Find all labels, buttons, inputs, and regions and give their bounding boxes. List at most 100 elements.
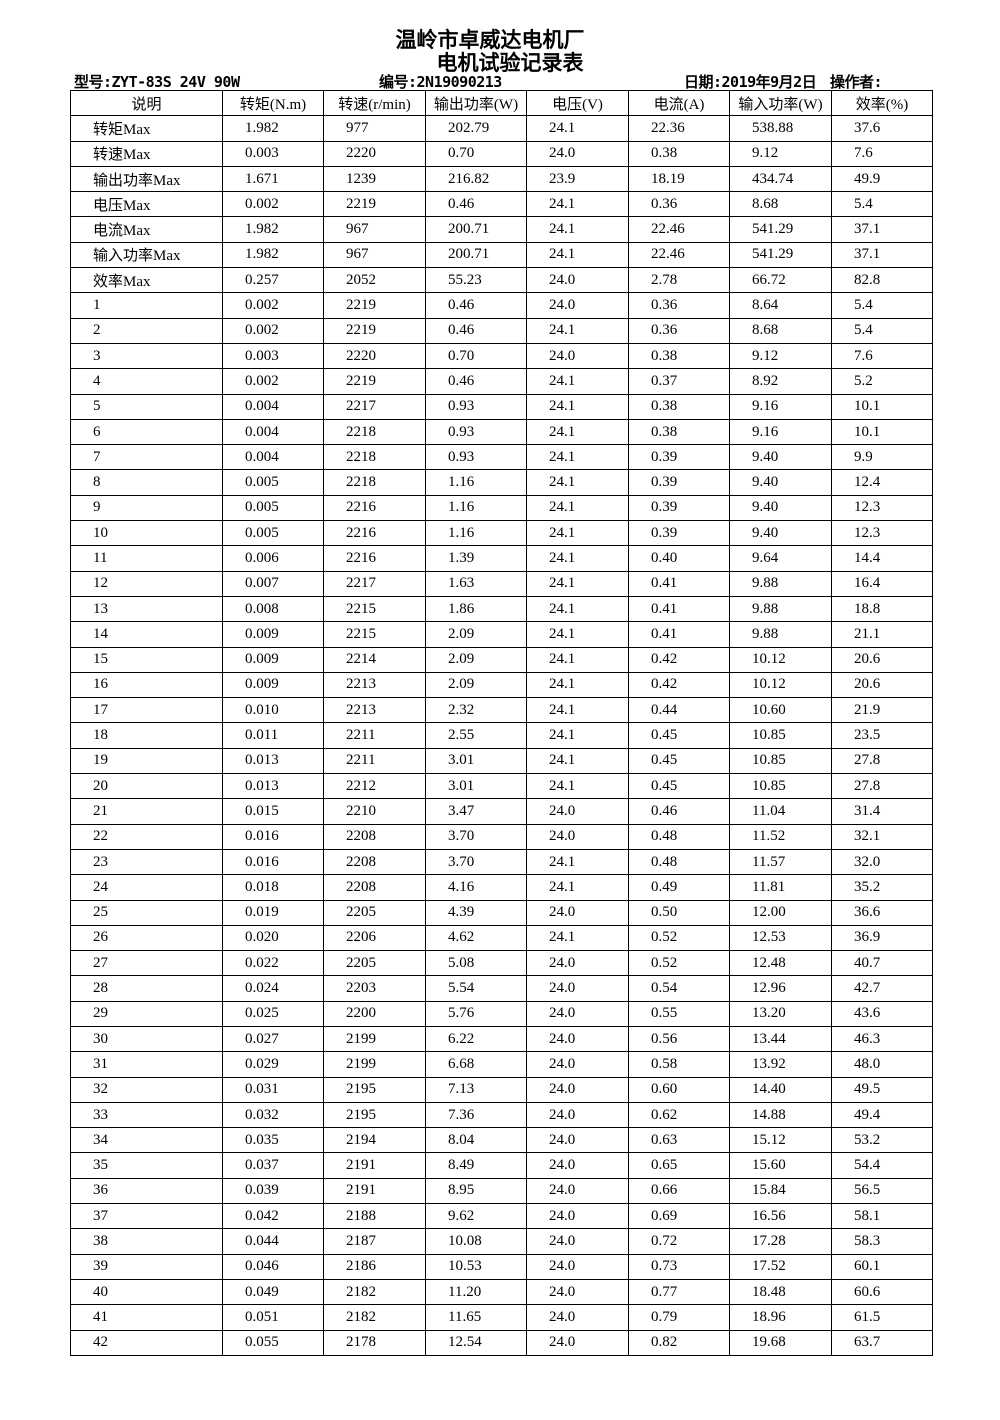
table-cell: 12.96: [729, 975, 832, 1002]
table-cell: 2218: [323, 418, 426, 446]
table-cell: 10.85: [729, 773, 832, 800]
table-cell: 6.22: [425, 1025, 527, 1053]
table-cell: 20: [70, 773, 223, 800]
table-cell: 27.8: [831, 747, 933, 775]
table-cell: 202.79: [425, 115, 527, 142]
table-cell: 8.92: [729, 368, 832, 395]
table-row: 19 0.013 2211 3.01 24.1 0.45 10.85 27.8: [70, 747, 933, 775]
table-cell: 24.1: [526, 621, 629, 648]
table-cell: 2211: [323, 747, 426, 775]
table-cell: 9.88: [729, 621, 832, 648]
table-cell: 0.93: [425, 393, 527, 420]
table-cell: 18: [70, 722, 223, 749]
table-cell: 24.1: [526, 697, 629, 724]
table-cell: 电流Max: [70, 216, 223, 243]
table-cell: 0.035: [222, 1127, 324, 1154]
date-label: 日期:2019年9月2日: [684, 73, 817, 91]
table-cell: 43.6: [831, 1000, 933, 1027]
table-cell: 2: [70, 317, 223, 344]
table-cell: 11: [70, 545, 223, 572]
table-cell: 13: [70, 595, 223, 623]
table-header-row: 说明 转矩(N.m) 转速(r/min) 输出功率(W) 电压(V) 电流(A) 输入功率(…: [70, 89, 933, 117]
table-cell: 0.45: [628, 773, 730, 800]
table-cell: 0.45: [628, 747, 730, 775]
table-cell: 2210: [323, 798, 426, 825]
table-cell: 0.020: [222, 924, 324, 952]
table-cell: 24.1: [526, 671, 629, 699]
table-cell: 2.09: [425, 621, 527, 648]
table-cell: 17.28: [729, 1228, 832, 1255]
table-cell: 1.16: [425, 520, 527, 547]
table-row: 36 0.039 2191 8.95 24.0 0.66 15.84 56.5: [70, 1177, 933, 1205]
table-row: 30 0.027 2199 6.22 24.0 0.56 13.44 46.3: [70, 1025, 933, 1053]
table-cell: 9.16: [729, 418, 832, 446]
column-header: 电压(V): [526, 89, 629, 117]
table-cell: 24.1: [526, 520, 629, 547]
table-cell: 36.9: [831, 924, 933, 952]
table-cell: 24.1: [526, 874, 629, 901]
column-header: 转矩(N.m): [222, 89, 324, 117]
table-cell: 0.38: [628, 342, 730, 370]
table-row: 转速Max 0.003 2220 0.70 24.0 0.38 9.12 7.6: [70, 140, 933, 167]
table-cell: 1.671: [222, 165, 324, 193]
table-cell: 9.40: [729, 444, 832, 471]
table-cell: 3.01: [425, 747, 527, 775]
table-cell: 9.40: [729, 469, 832, 496]
table-cell: 18.48: [729, 1278, 832, 1306]
table-cell: 17: [70, 697, 223, 724]
table-cell: 40.7: [831, 950, 933, 977]
table-cell: 0.60: [628, 1076, 730, 1103]
table-cell: 0.54: [628, 975, 730, 1002]
table-cell: 2.32: [425, 697, 527, 724]
table-cell: 63.7: [831, 1329, 933, 1356]
table-cell: 967: [323, 241, 426, 269]
table-row: 9 0.005 2216 1.16 24.1 0.39 9.40 12.3: [70, 494, 933, 522]
table-cell: 24.1: [526, 241, 629, 269]
table-cell: 2212: [323, 773, 426, 800]
table-cell: 977: [323, 115, 426, 142]
table-cell: 37.1: [831, 241, 933, 269]
table-cell: 0.013: [222, 747, 324, 775]
column-header: 转速(r/min): [323, 89, 426, 117]
table-cell: 24.0: [526, 342, 629, 370]
table-row: 18 0.011 2211 2.55 24.1 0.45 10.85 23.5: [70, 722, 933, 749]
table-cell: 8: [70, 469, 223, 496]
table-cell: 24.1: [526, 115, 629, 142]
table-cell: 0.62: [628, 1101, 730, 1129]
table-cell: 2208: [323, 823, 426, 850]
table-row: 13 0.008 2215 1.86 24.1 0.41 9.88 18.8: [70, 595, 933, 623]
table-cell: 1.982: [222, 115, 324, 142]
table-cell: 24.1: [526, 494, 629, 522]
table-row: 25 0.019 2205 4.39 24.0 0.50 12.00 36.6: [70, 899, 933, 926]
table-cell: 10.60: [729, 697, 832, 724]
table-row: 29 0.025 2200 5.76 24.0 0.55 13.20 43.6: [70, 1000, 933, 1027]
table-cell: 24.0: [526, 267, 629, 294]
table-cell: 5: [70, 393, 223, 420]
table-cell: 24.1: [526, 722, 629, 749]
table-cell: 0.72: [628, 1228, 730, 1255]
table-cell: 37.1: [831, 216, 933, 243]
table-cell: 2213: [323, 697, 426, 724]
table-cell: 21.1: [831, 621, 933, 648]
table-row: 38 0.044 2187 10.08 24.0 0.72 17.28 58.3: [70, 1228, 933, 1255]
table-row: 10 0.005 2216 1.16 24.1 0.39 9.40 12.3: [70, 520, 933, 547]
table-cell: 11.65: [425, 1304, 527, 1331]
table-cell: 1.16: [425, 469, 527, 496]
table-row: 电流Max 1.982 967 200.71 24.1 22.46 541.29 37.1: [70, 216, 933, 243]
table-cell: 0.39: [628, 444, 730, 471]
table-cell: 0.029: [222, 1051, 324, 1078]
table-cell: 10.53: [425, 1253, 527, 1280]
table-cell: 25: [70, 899, 223, 926]
table-cell: 2052: [323, 267, 426, 294]
table-cell: 0.69: [628, 1203, 730, 1230]
table-cell: 0.39: [628, 494, 730, 522]
table-cell: 24.0: [526, 1101, 629, 1129]
table-cell: 0.42: [628, 671, 730, 699]
table-row: 20 0.013 2212 3.01 24.1 0.45 10.85 27.8: [70, 773, 933, 800]
table-cell: 49.4: [831, 1101, 933, 1129]
table-cell: 0.37: [628, 368, 730, 395]
table-cell: 0.70: [425, 342, 527, 370]
table-cell: 9.16: [729, 393, 832, 420]
table-cell: 541.29: [729, 216, 832, 243]
table-cell: 9.40: [729, 494, 832, 522]
